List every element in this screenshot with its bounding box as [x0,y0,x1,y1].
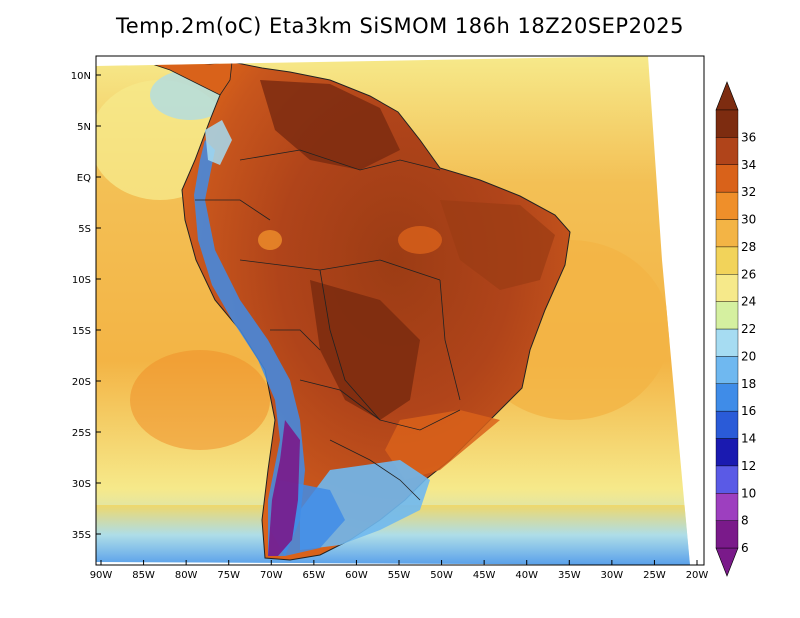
andes-north-cold [205,120,232,165]
lon-tick-label: 70W [260,570,283,581]
colorbar-segment [715,164,739,193]
colorbar-low-arrow [715,547,739,577]
hot-zone-northeast [440,200,555,290]
colorbar-segment [715,109,739,138]
colorbar-segment [715,465,739,494]
andes-coldest-core [268,420,300,556]
colorbar-level-label: 24 [741,295,756,309]
colorbar-level-label: 14 [741,432,756,446]
country-borders [195,149,461,501]
mild-zone-southeast [385,410,500,480]
colorbar-segment [715,520,739,549]
colorbar-level-label: 12 [741,459,756,473]
colorbar-segment [715,137,739,165]
colorbar-level-label: 36 [741,130,756,144]
hot-zone-central-brazil [310,280,420,420]
colorbar-segment [715,274,739,302]
colorbar-high-arrow [715,81,739,111]
colorbar-segment [715,356,739,384]
lon-tick-label: 90W [90,570,113,581]
colorbar-segment [715,438,739,467]
longitude-axis: 90W 85W 80W 75W 70W 65W 60W 55W 50W 45W 40W 35W 30W 2… [90,560,709,581]
colorbar-segment [715,493,739,521]
lat-tick-label: 10N [71,71,91,82]
lon-tick-label: 40W [515,570,538,581]
colorbar-segment [715,191,739,220]
map-frame [95,55,705,566]
colorbar-level-label: 34 [741,158,756,172]
lon-tick-label: 60W [345,570,368,581]
lon-tick-label: 50W [430,570,453,581]
hot-zone-amazon-north [260,80,400,170]
lon-tick-label: 75W [217,570,240,581]
colorbar-segment [715,219,739,248]
lon-tick-label: 45W [473,570,496,581]
lat-tick-label: 15S [72,326,91,337]
latitude-axis: 10N 5N EQ 5S 10S 15S 20S 25S 30S 35S [71,71,101,541]
colorbar-level-label: 26 [741,267,756,281]
colorbar-level-label: 22 [741,322,756,336]
lon-tick-label: 20W [686,570,709,581]
colorbar-segment [715,328,739,357]
colorbar-level-label: 18 [741,377,756,391]
colorbar-level-label: 16 [741,404,756,418]
lon-tick-label: 25W [643,570,666,581]
lon-tick-label: 65W [303,570,326,581]
colorbar-level-label: 30 [741,213,756,227]
lat-tick-label: EQ [77,173,91,184]
lon-tick-label: 35W [558,570,581,581]
lat-tick-label: 25S [72,428,91,439]
colorbar-level-label: 8 [741,514,749,528]
lat-tick-label: 20S [72,377,91,388]
map-title: Temp.2m(oC) Eta3km SiSMOM 186h 18Z20SEP2… [115,14,685,38]
lat-tick-label: 5S [78,224,91,235]
colorbar-level-label: 20 [741,349,756,363]
lat-tick-label: 10S [72,275,91,286]
colorbar-level-label: 6 [741,541,749,555]
lat-tick-label: 35S [72,530,91,541]
warm-spot-amazon [258,230,282,250]
lon-tick-label: 85W [132,570,155,581]
colorbar-segment [715,246,739,275]
colorbar-level-label: 28 [741,240,756,254]
colorbar-segment [715,410,739,439]
lon-tick-label: 80W [175,570,198,581]
lon-tick-label: 55W [388,570,411,581]
warm-spot-cerrado [398,226,442,254]
colorbar-segment [715,301,739,330]
colorbar: 6 8 10 12 14 16 18 20 22 24 26 28 30 32 34 36 [715,81,756,577]
lat-tick-label: 5N [77,122,91,133]
lat-tick-label: 30S [72,479,91,490]
lon-tick-label: 30W [601,570,624,581]
colorbar-level-label: 10 [741,486,756,500]
warm-ocean-patch-pacific [130,350,270,450]
colorbar-segment [715,383,739,412]
colorbar-level-label: 32 [741,185,756,199]
